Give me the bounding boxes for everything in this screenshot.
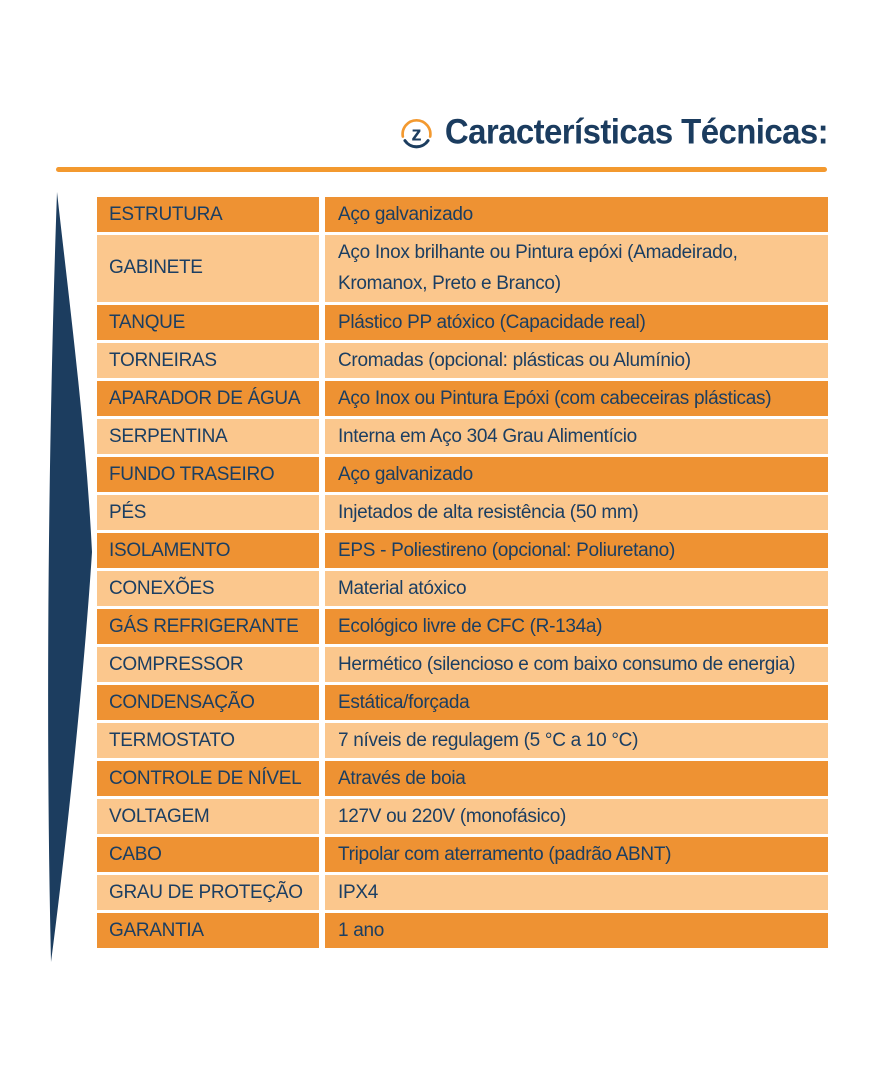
table-row-aparador-de-agua: APARADOR DE ÁGUA Aço Inox ou Pintura Epó… (97, 381, 828, 416)
table-row-estrutura: ESTRUTURA Aço galvanizado (97, 197, 828, 232)
header-divider (56, 167, 827, 172)
table-row-voltagem: VOLTAGEM 127V ou 220V (monofásico) (97, 799, 828, 834)
logo-letter: z (411, 123, 421, 146)
spec-value: Aço galvanizado (325, 457, 828, 492)
table-row-pes: PÉS Injetados de alta resistência (50 mm… (97, 495, 828, 530)
spec-value: Injetados de alta resistência (50 mm) (325, 495, 828, 530)
page-title: Características Técnicas: (444, 111, 829, 152)
spec-label: COMPRESSOR (97, 647, 319, 682)
table-row-serpentina: SERPENTINA Interna em Aço 304 Grau Alime… (97, 419, 828, 454)
table-row-garantia: GARANTIA 1 ano (97, 913, 828, 948)
spec-label: GÁS REFRIGERANTE (97, 609, 319, 644)
table-row-gas-refrigerante: GÁS REFRIGERANTE Ecológico livre de CFC … (97, 609, 828, 644)
spec-value: Estática/forçada (325, 685, 828, 720)
table-row-fundo-traseiro: FUNDO TRASEIRO Aço galvanizado (97, 457, 828, 492)
table-row-termostato: TERMOSTATO 7 níveis de regulagem (5 °C a… (97, 723, 828, 758)
spec-value: 127V ou 220V (monofásico) (325, 799, 828, 834)
spec-label: ESTRUTURA (97, 197, 319, 232)
spec-label: TANQUE (97, 305, 319, 340)
spec-label: FUNDO TRASEIRO (97, 457, 319, 492)
spec-value: Aço Inox brilhante ou Pintura epóxi (Ama… (325, 235, 828, 302)
spec-value: Aço galvanizado (325, 197, 828, 232)
table-row-gabinete: GABINETE Aço Inox brilhante ou Pintura e… (97, 235, 828, 302)
spec-value: EPS - Poliestireno (opcional: Poliuretan… (325, 533, 828, 568)
spec-label: CONTROLE DE NÍVEL (97, 761, 319, 796)
spec-label: GARANTIA (97, 913, 319, 948)
spec-value: Interna em Aço 304 Grau Alimentício (325, 419, 828, 454)
spec-label: CONEXÕES (97, 571, 319, 606)
spec-label: TERMOSTATO (97, 723, 319, 758)
brand-logo-icon: z (398, 114, 435, 154)
spec-value: Cromadas (opcional: plásticas ou Alumíni… (325, 343, 828, 378)
spec-label: TORNEIRAS (97, 343, 319, 378)
table-row-compressor: COMPRESSOR Hermético (silencioso e com b… (97, 647, 828, 682)
spec-value: Através de boia (325, 761, 828, 796)
spec-table: ESTRUTURA Aço galvanizado GABINETE Aço I… (97, 197, 828, 948)
table-row-isolamento: ISOLAMENTO EPS - Poliestireno (opcional:… (97, 533, 828, 568)
spec-label: CABO (97, 837, 319, 872)
spec-label: SERPENTINA (97, 419, 319, 454)
table-row-conexoes: CONEXÕES Material atóxico (97, 571, 828, 606)
spec-value: Tripolar com aterramento (padrão ABNT) (325, 837, 828, 872)
table-row-condensacao: CONDENSAÇÃO Estática/forçada (97, 685, 828, 720)
spec-value: 7 níveis de regulagem (5 °C a 10 °C) (325, 723, 828, 758)
spec-label: ISOLAMENTO (97, 533, 319, 568)
spec-label: GABINETE (97, 235, 319, 302)
table-row-cabo: CABO Tripolar com aterramento (padrão AB… (97, 837, 828, 872)
spec-label: PÉS (97, 495, 319, 530)
table-row-grau-de-protecao: GRAU DE PROTEÇÃO IPX4 (97, 875, 828, 910)
spec-value: IPX4 (325, 875, 828, 910)
spec-value: Aço Inox ou Pintura Epóxi (com cabeceira… (325, 381, 828, 416)
spec-value: 1 ano (325, 913, 828, 948)
spec-label: GRAU DE PROTEÇÃO (97, 875, 319, 910)
table-row-torneiras: TORNEIRAS Cromadas (opcional: plásticas … (97, 343, 828, 378)
spec-label: CONDENSAÇÃO (97, 685, 319, 720)
spec-value: Material atóxico (325, 571, 828, 606)
spec-label: APARADOR DE ÁGUA (97, 381, 319, 416)
spec-label: VOLTAGEM (97, 799, 319, 834)
header: z Características Técnicas: (398, 111, 829, 154)
table-row-controle-de-nivel: CONTROLE DE NÍVEL Através de boia (97, 761, 828, 796)
table-row-tanque: TANQUE Plástico PP atóxico (Capacidade r… (97, 305, 828, 340)
spec-value: Ecológico livre de CFC (R-134a) (325, 609, 828, 644)
spec-value: Hermético (silencioso e com baixo consum… (325, 647, 828, 682)
spec-value: Plástico PP atóxico (Capacidade real) (325, 305, 828, 340)
